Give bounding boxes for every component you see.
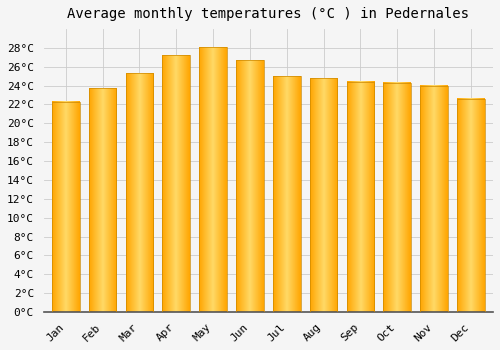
Bar [126,74,154,312]
Title: Average monthly temperatures (°C ) in Pedernales: Average monthly temperatures (°C ) in Pe… [68,7,469,21]
Bar [200,47,227,312]
Bar [89,89,117,312]
Bar [236,60,264,312]
Bar [310,78,338,312]
Bar [273,76,300,312]
Bar [457,99,485,312]
Bar [52,102,80,312]
Bar [384,83,411,312]
Bar [162,55,190,312]
Bar [420,86,448,312]
Bar [346,82,374,312]
